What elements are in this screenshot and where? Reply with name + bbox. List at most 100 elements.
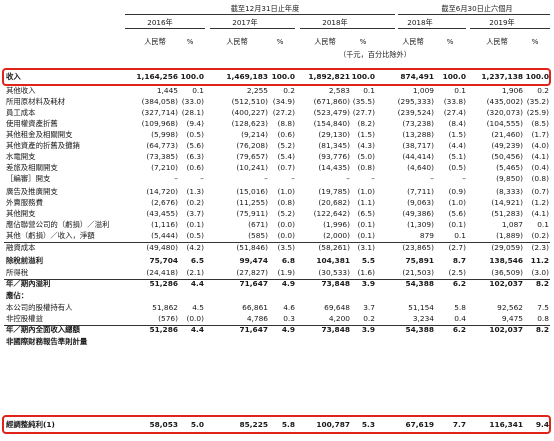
cell-2018h1-amount: 874,491	[400, 72, 434, 81]
cell-2018h1-pct: 0.1	[454, 86, 466, 95]
cell-2016-amount: (73,385)	[146, 152, 178, 161]
row-label: 其他收入	[6, 86, 36, 95]
table-row: 水電開支 (73,385) (6.3) (79,657) (5.4) (93,776) (5…	[0, 152, 554, 163]
cell-2018h1-pct: (2.5)	[448, 268, 466, 277]
cell-2017-pct: (3.5)	[277, 243, 295, 252]
cell-2016-amount: (327,714)	[141, 108, 178, 117]
row-label: 使用權資產折舊	[6, 119, 58, 128]
header-year-2016: 2016年	[147, 18, 173, 27]
cell-2018h1-pct: 5.8	[454, 303, 466, 312]
cell-2016-pct: 5.0	[190, 420, 204, 429]
cell-2018h1-amount: –	[430, 174, 434, 183]
cell-2016-amount: (5,998)	[151, 130, 178, 139]
row-label: 融資成本	[6, 243, 36, 252]
cell-2017-amount: 4,786	[246, 314, 268, 323]
col-header-2018h1-pct: %	[446, 37, 454, 46]
cell-2019h1-pct: (4.1)	[531, 152, 549, 161]
cell-2017-amount: 85,225	[239, 420, 268, 429]
cell-2016-amount: –	[174, 174, 178, 183]
cell-2018h1-pct: (4.4)	[448, 141, 466, 150]
row-label: 經調整純利(1)	[6, 420, 55, 429]
cell-2018h1-amount: (7,711)	[407, 187, 434, 196]
row-label: 員工成本	[6, 108, 36, 117]
cell-2019h1-pct: 9.4	[535, 420, 549, 429]
cell-2017-amount: (79,657)	[236, 152, 268, 161]
row-label: 其他（虧損）／收入，淨額	[6, 231, 95, 240]
cell-2017-amount: (51,846)	[236, 243, 268, 252]
cell-2017-pct: (34.9)	[272, 97, 295, 106]
cell-2018h1-pct: (1.0)	[448, 198, 466, 207]
row-label: 應佔聯營公司的（虧損）／溢利	[6, 220, 110, 229]
row-label: 其他租金及相關開支	[6, 130, 73, 139]
header-fy-rule	[125, 14, 395, 15]
cell-2019h1-pct: (25.9)	[526, 108, 549, 117]
header-unit-note: （千元，百分比除外）	[339, 50, 411, 59]
cell-2019h1-amount: (21,460)	[491, 130, 523, 139]
table-row: 其他開支 (43,455) (3.7) (75,911) (5.2) (122,642) (…	[0, 209, 554, 220]
col-header-2018h1-amount: 人民幣	[402, 37, 424, 46]
cell-2019h1-pct: 0.8	[537, 314, 549, 323]
cell-2019h1-pct: (35.2)	[526, 97, 549, 106]
cell-2016-pct: 4.4	[190, 325, 204, 334]
cell-2017-pct: (5.2)	[277, 141, 295, 150]
cell-2018-amount: 100,787	[316, 420, 350, 429]
cell-2017-amount: (9,214)	[241, 130, 268, 139]
cell-2018-pct: (4.3)	[357, 141, 375, 150]
cell-2018-pct: (5.0)	[357, 152, 375, 161]
cell-2016-amount: (49,480)	[146, 243, 178, 252]
table-row: 其他租金及相關開支 (5,998) (0.5) (9,214) (0.6) (29,130…	[0, 130, 554, 141]
cell-2018h1-amount: 67,619	[405, 420, 434, 429]
cell-2017-amount: (128,623)	[231, 119, 268, 128]
cell-2019h1-pct: 7.5	[537, 303, 549, 312]
cell-2016-pct: (0.5)	[186, 231, 204, 240]
cell-2016-amount: 51,286	[149, 279, 178, 288]
cell-2017-pct: (5.4)	[277, 152, 295, 161]
cell-2018-pct: 100.0	[351, 72, 375, 81]
cell-2016-pct: (0.0)	[186, 314, 204, 323]
cell-2019h1-amount: (8,333)	[496, 187, 523, 196]
cell-2019h1-pct: 8.2	[535, 279, 549, 288]
header-year-2018-fy: 2018年	[322, 18, 348, 27]
cell-2016-pct: (28.1)	[181, 108, 204, 117]
cell-2016-pct: (0.2)	[186, 198, 204, 207]
row-label: 差旅及相關開支	[6, 163, 58, 172]
table-row: 非國際財務報告準則計量	[0, 337, 554, 348]
cell-2018h1-pct: 6.2	[452, 279, 466, 288]
cell-2018-pct: 3.9	[361, 325, 375, 334]
cell-2017-amount: (75,911)	[236, 209, 268, 218]
header-year-2018-h1: 2018年	[407, 18, 433, 27]
cell-2016-amount: 58,053	[149, 420, 178, 429]
cell-2018h1-pct: 0.4	[454, 314, 466, 323]
cell-2018-amount: 2,583	[328, 86, 350, 95]
highlight-revenue-row	[2, 68, 551, 86]
cell-2017-pct: –	[291, 174, 295, 183]
cell-2019h1-pct: (1.2)	[531, 198, 549, 207]
cell-2018-pct: (27.7)	[352, 108, 375, 117]
cell-2019h1-amount: (51,283)	[491, 209, 523, 218]
cell-2017-amount: 2,255	[246, 86, 268, 95]
cell-2018-pct: (0.1)	[357, 231, 375, 240]
cell-2017-amount: (76,208)	[236, 141, 268, 150]
cell-2019h1-amount: 1,087	[501, 220, 523, 229]
cell-2019h1-pct: (1.7)	[531, 130, 549, 139]
header-year-rule-3	[300, 28, 395, 29]
cell-2018-pct: –	[371, 174, 375, 183]
table-row: 本公司的股權持有人 51,862 4.5 66,861 4.6 69,648 3.7 51,1…	[0, 303, 554, 314]
table-row: 其他（虧損）／收入，淨額 (5,444) (0.5) (585) (0.0) (2,000…	[0, 231, 554, 242]
cell-2018-amount: (122,642)	[313, 209, 350, 218]
cell-2016-amount: (14,720)	[146, 187, 178, 196]
row-label: 所得稅	[6, 268, 29, 277]
table-row: 經調整純利(1) 58,053 5.0 85,225 5.8 100,787 5.3 67,6…	[0, 420, 554, 431]
cell-2019h1-amount: 102,037	[489, 325, 523, 334]
table-row: 外賣服務費 (2,676) (0.2) (11,255) (0.8) (20,682) (1…	[0, 198, 554, 209]
cell-2019h1-amount: 1,237,138	[481, 72, 523, 81]
cell-2016-pct: (33.0)	[181, 97, 204, 106]
cell-2017-amount: –	[264, 174, 268, 183]
cell-2017-pct: (1.9)	[277, 268, 295, 277]
cell-2016-pct: (0.6)	[186, 163, 204, 172]
cell-2018h1-amount: 54,388	[405, 279, 434, 288]
cell-2016-amount: 1,164,256	[136, 72, 178, 81]
table-row: 融資成本 (49,480) (4.2) (51,846) (3.5) (58,261) (3…	[0, 243, 554, 254]
cell-2019h1-amount: (9,850)	[496, 174, 523, 183]
cell-2018-amount: 1,892,821	[308, 72, 350, 81]
